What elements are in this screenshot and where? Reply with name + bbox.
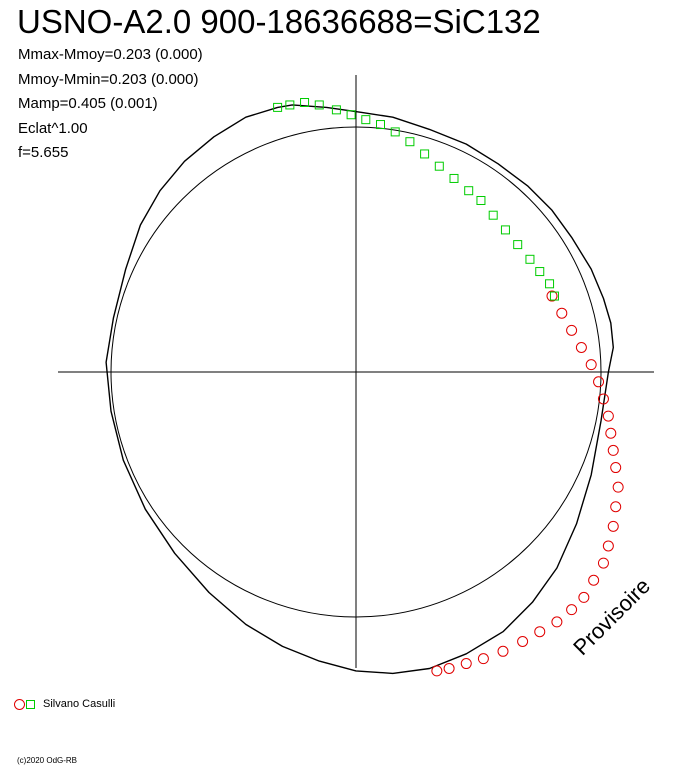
green-square-point bbox=[331, 105, 341, 115]
stats-block: Mmax-Mmoy=0.203 (0.000) Mmoy-Mmin=0.203 … bbox=[18, 43, 203, 166]
red-circle-point bbox=[477, 653, 489, 665]
red-circle-point bbox=[607, 444, 619, 456]
green-square-point bbox=[273, 102, 283, 112]
stat-max-minus-mean: Mmax-Mmoy=0.203 (0.000) bbox=[18, 46, 203, 63]
green-square-marker-icon bbox=[26, 699, 35, 709]
red-circle-point bbox=[497, 645, 509, 657]
green-square-point bbox=[525, 254, 535, 264]
green-square-point bbox=[535, 267, 545, 277]
red-circle-point bbox=[612, 481, 624, 493]
green-square-point bbox=[346, 110, 356, 120]
green-square-point bbox=[405, 137, 415, 147]
green-square-point bbox=[300, 98, 310, 107]
green-square-point bbox=[420, 149, 430, 159]
red-circle-point bbox=[605, 427, 617, 439]
green-square-point bbox=[285, 100, 295, 110]
red-circle-point bbox=[575, 342, 587, 353]
red-circle-point bbox=[588, 574, 600, 586]
copyright-text: (c)2020 OdG-RB bbox=[17, 756, 78, 765]
green-square-point bbox=[449, 173, 459, 183]
stat-amplitude: Mamp=0.405 (0.001) bbox=[18, 95, 158, 112]
green-square-point bbox=[488, 210, 498, 220]
red-circle-point bbox=[443, 662, 455, 674]
red-circle-marker-icon bbox=[14, 698, 25, 710]
red-circle-point bbox=[431, 665, 443, 677]
red-circle-point bbox=[551, 616, 563, 628]
green-square-point bbox=[434, 161, 444, 171]
red-circle-point bbox=[534, 626, 546, 638]
legend-observer-name: Silvano Casulli bbox=[43, 698, 116, 710]
green-square-point bbox=[390, 127, 400, 137]
red-circle-point bbox=[517, 636, 529, 647]
stat-frequency: f=5.655 bbox=[18, 144, 69, 161]
red-circle-point bbox=[556, 307, 568, 319]
red-circle-point bbox=[566, 324, 578, 336]
green-square-point bbox=[476, 196, 486, 205]
legend: Silvano Casulli bbox=[14, 697, 115, 711]
green-square-point bbox=[464, 186, 474, 196]
red-circle-point bbox=[610, 462, 622, 474]
red-circle-point bbox=[610, 501, 622, 513]
green-square-point bbox=[361, 115, 371, 125]
red-circle-point bbox=[460, 658, 472, 670]
red-circle-point bbox=[578, 591, 590, 603]
reference-circle bbox=[110, 126, 602, 618]
chart-title: USNO-A2.0 900-18636688=SiC132 bbox=[17, 3, 541, 40]
green-square-point bbox=[545, 279, 555, 289]
stat-eclat: Eclat^1.00 bbox=[18, 119, 88, 137]
green-square-point bbox=[549, 291, 559, 301]
green-square-point bbox=[500, 225, 510, 235]
red-circle-point bbox=[566, 604, 578, 616]
green-square-point bbox=[376, 120, 385, 130]
red-circle-point bbox=[602, 540, 614, 552]
model-curve-line bbox=[105, 104, 614, 675]
stat-mean-minus-min: Mmoy-Mmin=0.203 (0.000) bbox=[18, 70, 199, 88]
red-circle-point bbox=[597, 557, 609, 569]
red-circle-point bbox=[602, 410, 614, 422]
red-circle-point bbox=[607, 520, 619, 532]
data-marks bbox=[105, 98, 624, 677]
red-circle-point bbox=[597, 393, 609, 405]
red-circle-point bbox=[546, 290, 558, 302]
green-square-point bbox=[513, 240, 523, 250]
red-circle-point bbox=[585, 359, 597, 371]
red-circle-point bbox=[593, 376, 605, 388]
green-square-point bbox=[314, 100, 324, 110]
